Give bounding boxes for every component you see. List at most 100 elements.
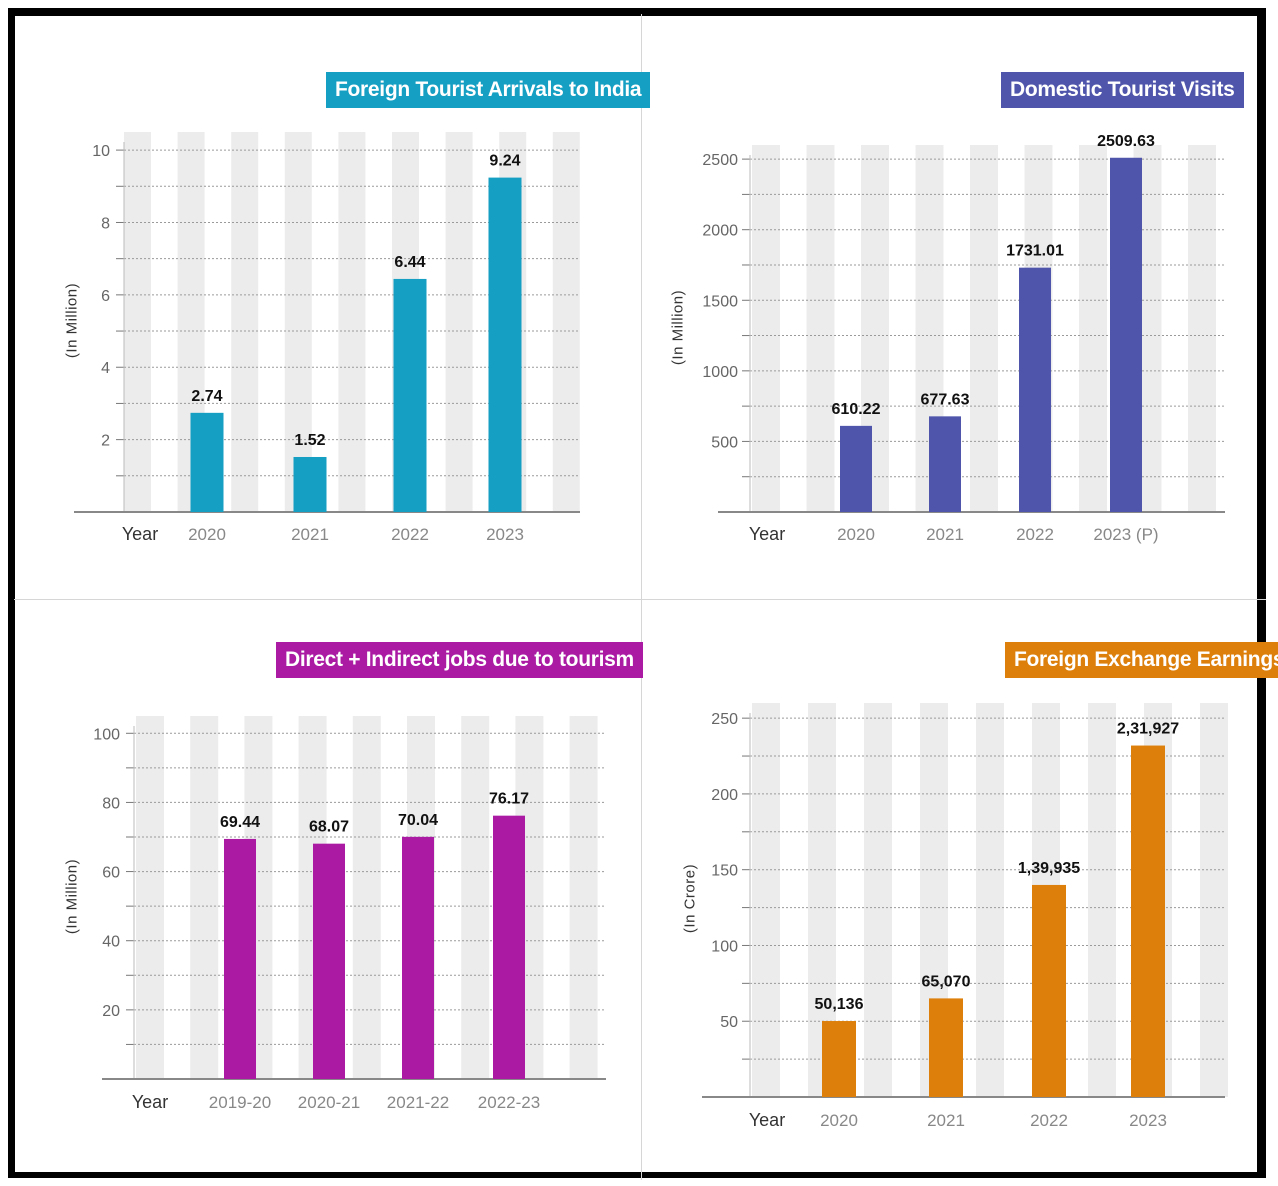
horizontal-divider (14, 599, 1266, 600)
bar (393, 278, 427, 512)
chart-title: Foreign Tourist Arrivals to India (326, 72, 651, 108)
x-category-label: 2020-21 (298, 1093, 360, 1112)
bar (488, 177, 522, 512)
y-tick-label: 100 (93, 726, 120, 743)
x-category-label: 2020 (188, 525, 226, 544)
y-tick-label: 1000 (702, 364, 738, 381)
bar-value-label: 70.04 (398, 812, 438, 829)
background-stripe (1200, 703, 1228, 1097)
bar-value-label: 9.24 (489, 153, 520, 170)
bar-value-label: 69.44 (220, 814, 260, 831)
y-tick-label: 250 (711, 711, 738, 728)
background-stripe (1088, 703, 1116, 1097)
bar-value-label: 76.17 (489, 791, 529, 808)
vertical-divider (641, 14, 642, 1180)
bar (1032, 884, 1066, 1097)
background-stripe (231, 132, 259, 512)
bar-value-label: 2509.63 (1097, 133, 1155, 150)
background-stripe (124, 132, 151, 512)
background-stripe (806, 145, 835, 512)
y-tick-label: 60 (102, 865, 120, 882)
x-axis-label: Year (132, 1092, 168, 1112)
bar (402, 836, 434, 1079)
bar (822, 1021, 856, 1097)
x-category-label: 2023 (P) (1093, 525, 1158, 544)
y-tick-label: 6 (101, 288, 110, 305)
y-tick-label: 2500 (702, 152, 738, 169)
bar-value-label: 1731.01 (1006, 243, 1064, 260)
background-stripe (976, 703, 1004, 1097)
bar (190, 412, 224, 512)
y-tick-label: 150 (711, 863, 738, 880)
background-stripe (445, 132, 473, 512)
bar (1019, 267, 1051, 512)
bar (224, 838, 256, 1079)
background-stripe (552, 132, 580, 512)
bar-value-label: 68.07 (309, 819, 349, 836)
y-axis-label: (In Crore) (681, 863, 699, 934)
background-stripe (864, 703, 892, 1097)
bar (929, 416, 961, 512)
background-stripe (136, 716, 164, 1079)
bar-value-label: 2,31,927 (1117, 721, 1179, 738)
bar-value-label: 2.74 (191, 388, 222, 405)
x-category-label: 2020 (837, 525, 875, 544)
background-stripe (752, 145, 780, 512)
x-category-label: 2020 (820, 1111, 858, 1130)
background-stripe (1188, 145, 1216, 512)
background-stripe (752, 703, 780, 1097)
bar-value-label: 1,39,935 (1018, 860, 1080, 877)
bar-value-label: 65,070 (922, 973, 971, 990)
x-category-label: 2022-23 (478, 1093, 540, 1112)
x-category-label: 2022 (1016, 525, 1054, 544)
x-category-label: 2023 (1129, 1111, 1167, 1130)
x-category-label: 2021 (927, 1111, 965, 1130)
bar (929, 998, 963, 1097)
bar-value-label: 50,136 (815, 996, 864, 1013)
x-axis-label: Year (122, 524, 158, 544)
y-tick-label: 100 (711, 938, 738, 955)
y-tick-label: 2000 (702, 223, 738, 240)
y-tick-label: 40 (102, 934, 120, 951)
background-stripe (284, 132, 312, 512)
bar (493, 815, 525, 1079)
x-category-label: 2022 (391, 525, 429, 544)
bar (1110, 157, 1142, 512)
x-category-label: 2019-20 (209, 1093, 271, 1112)
y-tick-label: 8 (101, 215, 110, 232)
x-category-label: 2023 (486, 525, 524, 544)
background-stripe (970, 145, 998, 512)
background-stripe (1079, 145, 1107, 512)
chart-title: Domestic Tourist Visits (1001, 72, 1244, 108)
y-tick-label: 2 (101, 433, 110, 450)
x-category-label: 2022 (1030, 1111, 1068, 1130)
y-tick-label: 10 (92, 143, 110, 160)
y-tick-label: 200 (711, 787, 738, 804)
x-category-label: 2021 (926, 525, 964, 544)
y-tick-label: 50 (720, 1014, 738, 1031)
bar (293, 456, 327, 512)
y-tick-label: 4 (101, 360, 110, 377)
bar-value-label: 1.52 (294, 432, 325, 449)
outer-frame (8, 8, 1266, 1178)
y-tick-label: 20 (102, 1003, 120, 1020)
background-stripe (190, 716, 219, 1079)
x-category-label: 2021 (291, 525, 329, 544)
background-stripe (461, 716, 490, 1079)
bar-value-label: 6.44 (394, 254, 425, 271)
background-stripe (338, 132, 366, 512)
bar (313, 843, 345, 1079)
bar-value-label: 677.63 (921, 391, 970, 408)
x-category-label: 2021-22 (387, 1093, 449, 1112)
bar-value-label: 610.22 (832, 401, 881, 418)
background-stripe (352, 716, 381, 1079)
chart-title: Direct + Indirect jobs due to tourism (276, 642, 643, 678)
y-tick-label: 1500 (702, 293, 738, 310)
bar (840, 425, 872, 512)
bar (1131, 745, 1165, 1097)
background-stripe (569, 716, 598, 1079)
